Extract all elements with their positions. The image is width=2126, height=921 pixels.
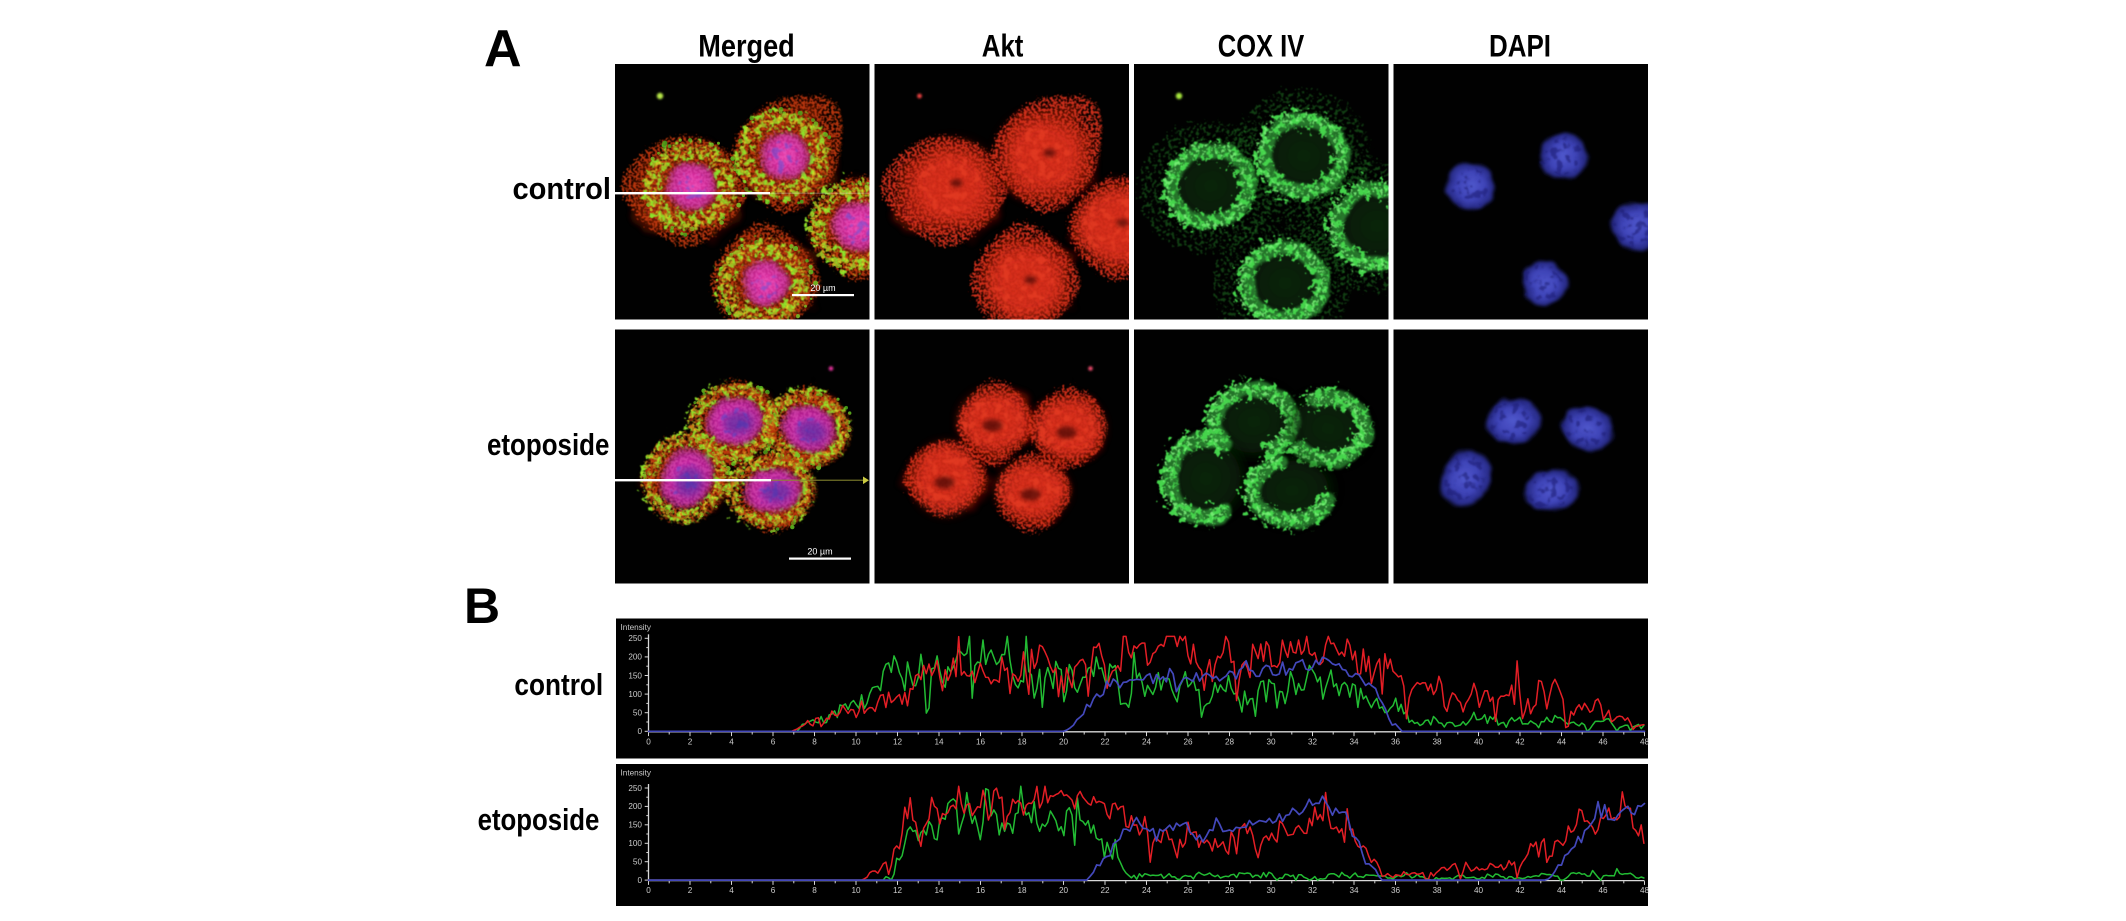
svg-text:50: 50 (633, 709, 643, 718)
svg-text:42: 42 (1515, 886, 1525, 895)
svg-text:18: 18 (1017, 886, 1027, 895)
svg-text:24: 24 (1142, 737, 1152, 746)
svg-text:36: 36 (1391, 737, 1401, 746)
svg-text:0: 0 (637, 727, 642, 736)
svg-text:48: 48 (1640, 886, 1650, 895)
svg-text:34: 34 (1349, 737, 1359, 746)
svg-text:150: 150 (628, 821, 642, 830)
svg-text:42: 42 (1515, 737, 1525, 746)
svg-text:32: 32 (1308, 886, 1318, 895)
svg-text:250: 250 (628, 784, 642, 793)
svg-text:26: 26 (1183, 886, 1193, 895)
svg-text:50: 50 (633, 858, 643, 867)
svg-text:46: 46 (1598, 737, 1608, 746)
svg-text:200: 200 (628, 802, 642, 811)
svg-text:20 µm: 20 µm (807, 547, 832, 557)
svg-text:200: 200 (628, 653, 642, 662)
svg-text:10: 10 (851, 737, 861, 746)
svg-text:18: 18 (1017, 737, 1027, 746)
svg-text:10: 10 (851, 886, 861, 895)
svg-text:40: 40 (1474, 737, 1484, 746)
svg-text:COX IV: COX IV (1218, 27, 1304, 63)
svg-text:6: 6 (771, 737, 776, 746)
svg-text:6: 6 (771, 886, 776, 895)
svg-text:12: 12 (893, 737, 903, 746)
svg-text:DAPI: DAPI (1489, 27, 1551, 63)
svg-text:16: 16 (976, 737, 986, 746)
svg-text:30: 30 (1266, 737, 1276, 746)
svg-text:14: 14 (934, 737, 944, 746)
svg-text:44: 44 (1557, 886, 1567, 895)
svg-text:0: 0 (637, 876, 642, 885)
svg-text:etoposide: etoposide (478, 802, 600, 837)
svg-text:20 µm: 20 µm (810, 283, 835, 293)
svg-text:2: 2 (688, 737, 693, 746)
svg-text:22: 22 (1100, 737, 1110, 746)
svg-text:4: 4 (729, 737, 734, 746)
svg-text:24: 24 (1142, 886, 1152, 895)
svg-text:150: 150 (628, 671, 642, 680)
svg-text:38: 38 (1432, 737, 1442, 746)
svg-text:22: 22 (1100, 886, 1110, 895)
svg-text:250: 250 (628, 634, 642, 643)
svg-text:100: 100 (628, 690, 642, 699)
svg-text:B: B (464, 578, 500, 634)
svg-text:28: 28 (1225, 737, 1235, 746)
svg-text:4: 4 (729, 886, 734, 895)
svg-text:28: 28 (1225, 886, 1235, 895)
svg-text:Akt: Akt (982, 27, 1024, 63)
svg-text:Intensity: Intensity (621, 769, 652, 778)
svg-text:16: 16 (976, 886, 986, 895)
svg-text:36: 36 (1391, 886, 1401, 895)
svg-text:20: 20 (1059, 737, 1069, 746)
svg-text:100: 100 (628, 839, 642, 848)
svg-text:46: 46 (1598, 886, 1608, 895)
svg-text:0: 0 (646, 886, 651, 895)
svg-text:Intensity: Intensity (621, 623, 652, 632)
svg-text:Merged: Merged (698, 27, 795, 63)
svg-text:44: 44 (1557, 737, 1567, 746)
svg-text:0: 0 (646, 737, 651, 746)
svg-text:14: 14 (934, 886, 944, 895)
svg-text:8: 8 (812, 737, 817, 746)
svg-text:40: 40 (1474, 886, 1484, 895)
svg-text:2: 2 (688, 886, 693, 895)
svg-text:32: 32 (1308, 737, 1318, 746)
svg-text:48: 48 (1640, 737, 1650, 746)
svg-text:30: 30 (1266, 886, 1276, 895)
svg-text:12: 12 (893, 886, 903, 895)
svg-text:38: 38 (1432, 886, 1442, 895)
svg-text:20: 20 (1059, 886, 1069, 895)
svg-text:34: 34 (1349, 886, 1359, 895)
svg-text:8: 8 (812, 886, 817, 895)
svg-text:A: A (484, 20, 522, 78)
svg-text:etoposide: etoposide (487, 427, 609, 462)
svg-text:control: control (513, 171, 612, 206)
svg-text:26: 26 (1183, 737, 1193, 746)
svg-text:control: control (514, 667, 603, 702)
